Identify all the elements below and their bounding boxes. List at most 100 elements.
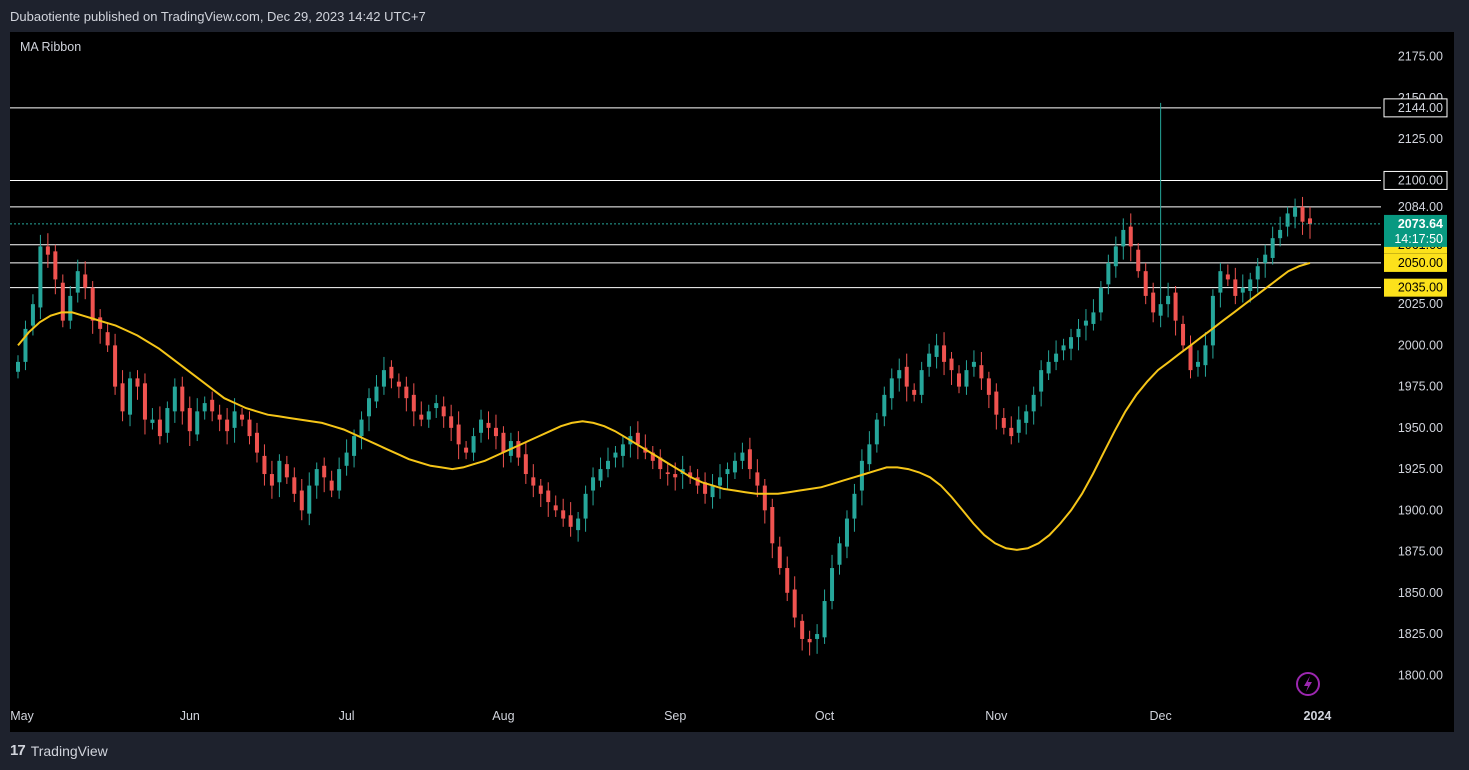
candle-body [1046, 361, 1051, 374]
candle [1024, 404, 1029, 435]
candle [844, 510, 849, 559]
candle [1181, 315, 1186, 352]
candle [493, 414, 498, 450]
candle-body [210, 399, 215, 412]
horizontal-levels [10, 107, 1381, 289]
candle-body [98, 317, 103, 329]
candle [740, 442, 745, 470]
tradingview-logo-icon: 17 [10, 742, 26, 759]
candle-body [486, 422, 491, 428]
time-axis[interactable]: May Jun Jul Aug Sep Oct Nov Dec 2024 [10, 709, 1331, 723]
candle-body [1091, 312, 1096, 324]
candle-body [180, 386, 185, 412]
candle-body [381, 370, 386, 387]
candle-body [762, 485, 767, 511]
candle [329, 470, 334, 498]
candle [755, 459, 760, 498]
chart-plot-background [10, 32, 1454, 732]
candle-body [307, 485, 312, 514]
x-tick-label: Sep [664, 709, 686, 723]
candle [1188, 335, 1193, 379]
candle-body [912, 389, 917, 395]
candle-body [142, 383, 147, 420]
candle [217, 404, 222, 432]
candle-body [942, 345, 947, 362]
candle [971, 350, 976, 377]
candle [792, 576, 797, 628]
candle-body [956, 373, 961, 387]
candle [874, 413, 879, 453]
candle [232, 398, 237, 443]
candle [352, 429, 357, 468]
candle-body [882, 394, 887, 417]
candle-body [1248, 279, 1253, 291]
candle [314, 462, 319, 499]
candle-body [1024, 411, 1029, 423]
candle-body [971, 361, 976, 367]
candle-body [1151, 292, 1156, 313]
candle [830, 554, 835, 610]
candle-body [986, 378, 991, 395]
candle-body [225, 419, 230, 432]
candle [1016, 406, 1021, 443]
x-tick-label: May [10, 709, 34, 723]
candle [576, 511, 581, 542]
candle-body [23, 328, 28, 362]
candle [613, 445, 618, 468]
candle-body [822, 601, 827, 638]
candle [747, 437, 752, 479]
candle-body [1166, 295, 1171, 305]
level-tag-label: 2084.00 [1398, 200, 1443, 214]
candle [822, 589, 827, 644]
candle-body [1285, 213, 1290, 227]
candle [479, 409, 484, 443]
candle [344, 439, 349, 476]
candle [979, 351, 984, 390]
tradingview-footer[interactable]: 17 TradingView [10, 742, 108, 759]
candle [359, 411, 364, 450]
candle [210, 391, 215, 422]
candle-body [591, 477, 596, 491]
candle [718, 464, 723, 499]
candle-body [75, 271, 80, 293]
candle [38, 234, 43, 319]
x-tick-label: Dec [1150, 709, 1172, 723]
candle [1076, 318, 1081, 351]
candle-body [1076, 328, 1081, 338]
candle-body [1069, 337, 1074, 349]
candle-body [770, 507, 775, 544]
level-tag-bg [1383, 98, 1448, 118]
candle [620, 436, 625, 468]
candle-body [620, 444, 625, 456]
y-tick-label: 2125.00 [1398, 132, 1443, 146]
candle-body [889, 378, 894, 399]
candle-body [426, 411, 431, 420]
candle-body [1255, 266, 1260, 280]
candle [942, 332, 947, 376]
candle [1218, 262, 1223, 308]
candle [523, 442, 528, 484]
candle-body [688, 472, 693, 478]
candle [419, 401, 424, 427]
candle [464, 441, 469, 460]
candle-body [1113, 246, 1118, 267]
candle-body [1121, 229, 1126, 247]
candle-body [374, 386, 379, 402]
candle-body [1218, 271, 1223, 293]
candle-body [202, 403, 207, 412]
candle-body [695, 477, 700, 486]
x-tick-label: 2024 [1304, 709, 1332, 723]
candle-body [1031, 394, 1036, 412]
candle-body [1195, 361, 1200, 367]
candle [142, 373, 147, 435]
candle-body [1009, 427, 1014, 437]
candle [1203, 332, 1208, 377]
candle-body [187, 408, 192, 432]
x-tick-label: Oct [815, 709, 835, 723]
candle-body [322, 465, 327, 478]
candle [1248, 272, 1253, 303]
candle [1113, 236, 1118, 278]
lightning-icon[interactable] [1296, 672, 1320, 696]
candle [45, 233, 50, 268]
